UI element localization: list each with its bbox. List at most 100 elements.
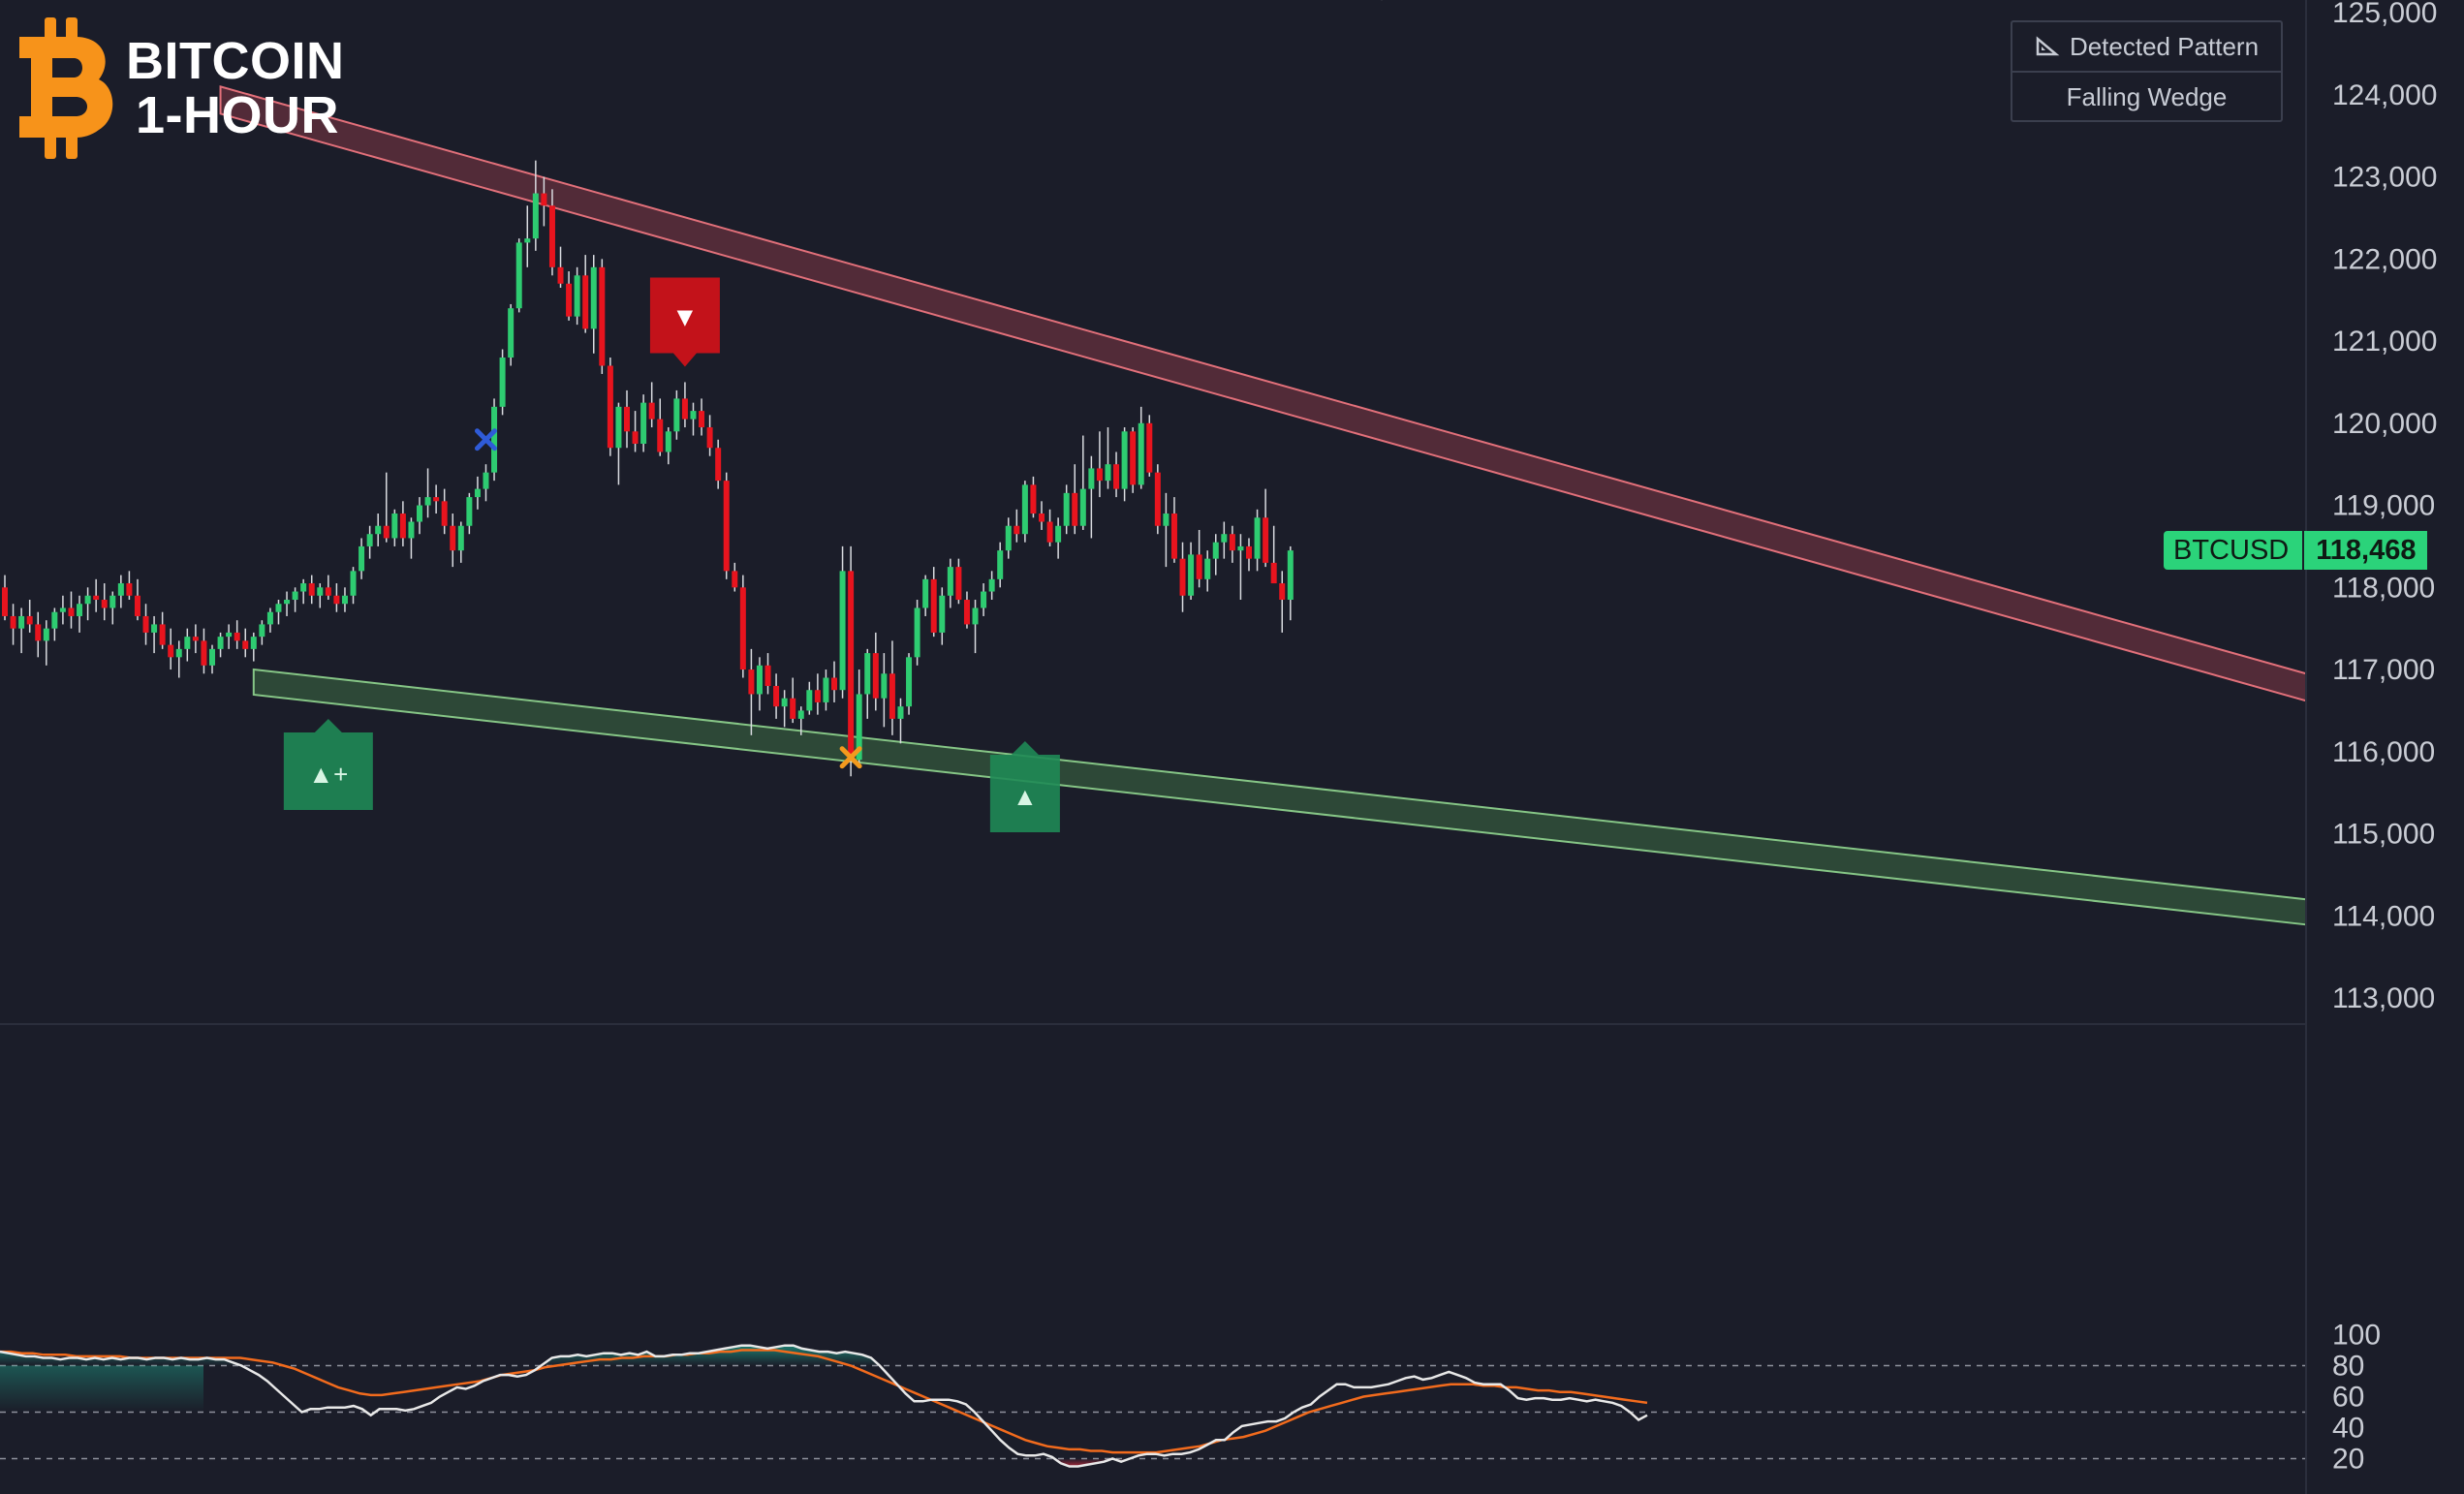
bear-candle xyxy=(1246,545,1252,559)
overbought-glow xyxy=(0,1365,203,1413)
bear-candle xyxy=(1270,562,1277,584)
bear-candle xyxy=(848,571,855,761)
bull-candle xyxy=(881,673,888,699)
bear-candle xyxy=(872,653,879,699)
bull-candle xyxy=(184,637,191,649)
bull-candle xyxy=(499,358,506,407)
bear-candle xyxy=(325,587,331,596)
bear-candle xyxy=(242,640,249,649)
bear-candle xyxy=(831,677,837,691)
price-tick-label: 116,000 xyxy=(2332,736,2435,768)
bear-candle xyxy=(548,205,555,267)
bull-candle xyxy=(988,578,995,592)
bear-candle xyxy=(739,587,746,670)
bear-candle xyxy=(648,402,655,420)
bull-candle xyxy=(1188,554,1195,596)
price-pane: ▲+ ▼ ▲ ▼ xyxy=(0,0,2307,1025)
bear-candle xyxy=(764,665,771,686)
ticker-symbol: BTCUSD xyxy=(2164,531,2303,570)
bull-candle xyxy=(266,611,273,625)
bull-candle xyxy=(1138,422,1144,485)
bull-candle xyxy=(300,583,307,592)
bear-candle xyxy=(699,411,705,428)
bear-candle xyxy=(624,406,630,432)
bull-candle xyxy=(59,607,66,612)
bull-candle xyxy=(275,604,282,612)
bull-candle xyxy=(1063,492,1070,526)
bull-candle xyxy=(515,242,522,309)
bear-candle xyxy=(1279,583,1286,601)
bear-candle xyxy=(681,398,688,420)
bull-candle xyxy=(457,525,464,551)
bull-candle xyxy=(366,534,373,546)
pattern-header: Detected Pattern xyxy=(2012,22,2281,71)
bear-candle xyxy=(1039,514,1045,522)
bull-candle xyxy=(226,632,233,638)
bear-candle xyxy=(1263,517,1269,563)
bear-candle xyxy=(566,283,573,317)
bull-candle xyxy=(350,571,357,596)
bull-candle xyxy=(292,591,298,601)
buy-signal-label: ▲ xyxy=(1013,782,1038,811)
bull-candle xyxy=(474,488,481,498)
bull-candle xyxy=(151,624,158,633)
bull-candle xyxy=(77,604,83,616)
bear-candle xyxy=(1096,468,1103,482)
bull-candle xyxy=(284,600,291,605)
bull-candle xyxy=(897,706,904,719)
bull-candle xyxy=(939,595,946,633)
price-axis: 113,000 114,000 115,000 116,000 117,000 118,0… xyxy=(2305,0,2437,1494)
oscillator-tick-label: 20 xyxy=(2332,1444,2364,1476)
bull-candle xyxy=(1005,525,1012,551)
pattern-title: Detected Pattern xyxy=(2069,31,2260,61)
bull-candle xyxy=(947,567,953,596)
bear-candle xyxy=(955,567,962,601)
current-price-tag: BTCUSD 118,468 xyxy=(2164,531,2428,570)
bull-candle xyxy=(1204,558,1211,579)
bear-candle xyxy=(1229,534,1235,551)
bear-candle xyxy=(383,525,390,539)
bull-candle xyxy=(797,710,804,719)
price-tick-label: 114,000 xyxy=(2332,900,2435,932)
bear-candle xyxy=(450,525,456,551)
oscillator-pane xyxy=(0,1344,2306,1468)
bull-candle xyxy=(981,591,987,608)
bear-candle xyxy=(399,514,406,539)
bear-candle xyxy=(1130,431,1137,485)
bear-candle xyxy=(308,583,315,596)
price-tick-label: 113,000 xyxy=(2332,982,2435,1014)
brand-line-1: BITCOIN xyxy=(126,32,345,90)
bull-candle xyxy=(532,193,539,239)
bull-candle xyxy=(806,690,813,711)
bull-candle xyxy=(18,615,25,629)
brand-line-2: 1-HOUR xyxy=(136,86,340,144)
bull-candle xyxy=(665,431,671,452)
bull-candle xyxy=(972,607,979,625)
bear-candle xyxy=(732,571,738,588)
bear-candle xyxy=(1170,514,1177,559)
ticker-price: 118,468 xyxy=(2304,531,2428,570)
bull-candle xyxy=(864,653,871,695)
cross-marker xyxy=(839,746,862,769)
bull-candle xyxy=(417,505,422,522)
bear-candle xyxy=(723,481,730,572)
bear-candle xyxy=(126,583,133,596)
bull-candle xyxy=(640,402,647,445)
price-tick-label: 117,000 xyxy=(2332,654,2435,686)
bear-candle xyxy=(333,595,340,605)
bear-candle xyxy=(1046,521,1053,543)
bull-candle xyxy=(209,648,215,666)
price-tick-label: 115,000 xyxy=(2332,819,2435,851)
price-tick-label: 118,000 xyxy=(2332,572,2435,604)
bull-candle xyxy=(259,624,265,638)
oscillator-signal-line xyxy=(0,1349,1648,1454)
oscillator-tick-label: 40 xyxy=(2332,1413,2364,1445)
bull-candle xyxy=(1254,517,1261,559)
bear-candle xyxy=(93,595,100,601)
buy-signal-marker xyxy=(989,741,1060,832)
bull-candle xyxy=(508,308,515,358)
brand-title: BITCOIN 1-HOUR xyxy=(126,34,345,142)
bear-candle xyxy=(441,501,448,526)
triangle-ruler-icon xyxy=(2036,36,2060,56)
bear-candle xyxy=(10,615,16,629)
